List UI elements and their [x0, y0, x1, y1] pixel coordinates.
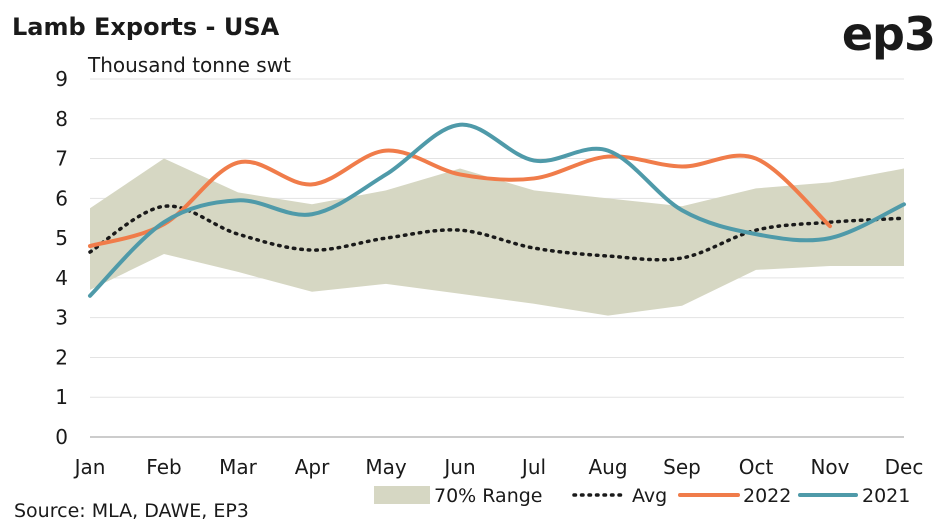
y-tick-label: 5 — [55, 226, 68, 250]
series-line-2021 — [88, 122, 906, 298]
y-tick-label: 8 — [55, 107, 68, 131]
x-tick-label: Feb — [146, 455, 181, 479]
y-tick-label: 0 — [55, 425, 68, 449]
y-axis-ticks: 0 1 2 3 4 5 6 7 8 9 — [55, 67, 68, 449]
series-lines — [88, 122, 906, 298]
legend-label-2021: 2021 — [862, 485, 910, 507]
y-tick-label: 1 — [55, 385, 68, 409]
unit-label: Thousand tonne swt — [87, 53, 291, 77]
y-tick-label: 9 — [55, 67, 68, 91]
x-tick-label: Dec — [885, 455, 924, 479]
x-tick-label: Jan — [73, 455, 106, 479]
y-tick-label: 6 — [55, 186, 68, 210]
x-tick-label: Apr — [295, 455, 330, 479]
x-tick-label: Jul — [520, 455, 546, 479]
range-band — [90, 158, 904, 316]
x-tick-label: Jun — [442, 455, 475, 479]
x-tick-label: Aug — [588, 455, 627, 479]
y-tick-label: 3 — [55, 306, 68, 330]
legend-swatch-range — [374, 486, 430, 504]
series-line-avg — [88, 204, 906, 262]
x-tick-label: Oct — [739, 455, 774, 479]
x-tick-label: Nov — [810, 455, 849, 479]
x-tick-label: Mar — [219, 455, 258, 479]
legend-label-range: 70% Range — [434, 485, 543, 507]
legend-label-avg: Avg — [632, 485, 667, 507]
x-tick-label: May — [365, 455, 407, 479]
chart-title: Lamb Exports - USA — [12, 13, 280, 41]
legend-label-2022: 2022 — [743, 485, 791, 507]
y-tick-label: 7 — [55, 147, 68, 171]
source-note: Source: MLA, DAWE, EP3 — [14, 500, 249, 522]
y-tick-label: 2 — [55, 345, 68, 369]
series-line-2022 — [88, 148, 832, 249]
range-area — [90, 158, 904, 316]
ep3-logo: ep3 — [842, 7, 935, 61]
y-tick-label: 4 — [55, 266, 68, 290]
x-axis-ticks: Jan Feb Mar Apr May Jun Jul Aug Sep Oct Nov Dec — [73, 455, 924, 479]
legend: 70% Range Avg 2022 2021 — [374, 485, 910, 507]
x-tick-label: Sep — [663, 455, 701, 479]
